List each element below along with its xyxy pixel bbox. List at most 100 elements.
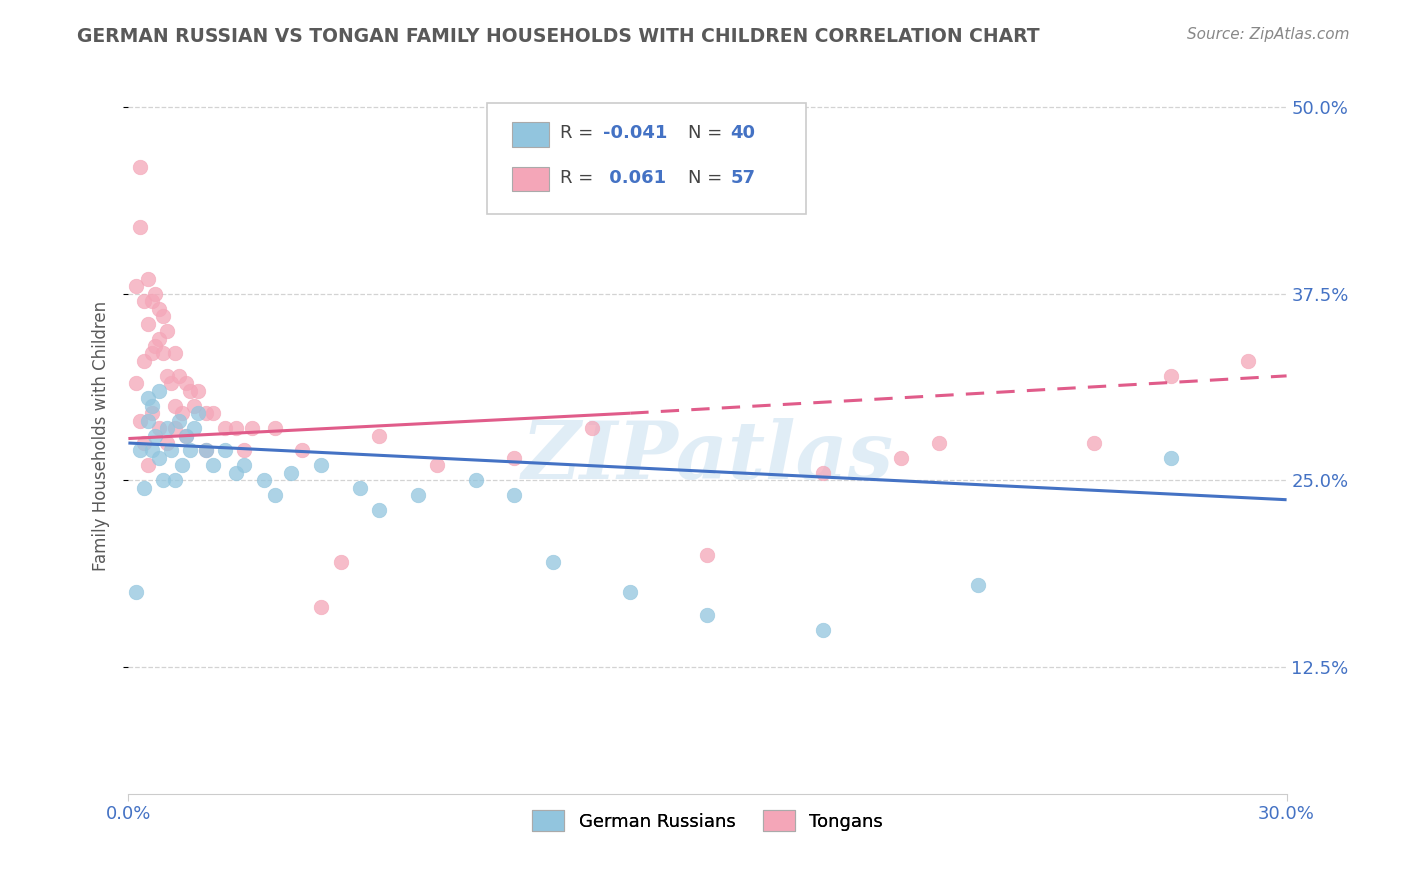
Point [503, 450, 526, 465]
Point [187, 406, 209, 420]
Point [141, 406, 163, 420]
Point [214, 443, 236, 458]
Point [179, 384, 201, 398]
Text: Source: ZipAtlas.com: Source: ZipAtlas.com [1187, 27, 1350, 42]
Point [156, 436, 179, 450]
Point [233, 443, 256, 458]
Point [813, 623, 835, 637]
Point [179, 443, 201, 458]
Point [132, 436, 155, 450]
FancyBboxPatch shape [488, 103, 806, 213]
Point [696, 607, 718, 622]
Point [187, 384, 209, 398]
Point [141, 346, 163, 360]
Point [152, 473, 174, 487]
Point [889, 450, 911, 465]
Point [167, 368, 190, 383]
Point [349, 481, 371, 495]
Legend: German Russians, Tongans: German Russians, Tongans [524, 803, 890, 838]
Point [966, 578, 988, 592]
Point [148, 421, 170, 435]
Point [129, 160, 152, 174]
Point [163, 473, 186, 487]
Point [129, 443, 152, 458]
Point [172, 406, 194, 420]
Text: 40: 40 [731, 124, 755, 143]
Bar [512, 167, 548, 192]
Point [141, 399, 163, 413]
Point [136, 317, 159, 331]
Point [194, 406, 217, 420]
Point [141, 294, 163, 309]
Point [813, 466, 835, 480]
Y-axis label: Family Households with Children: Family Households with Children [93, 301, 110, 571]
Point [311, 458, 333, 473]
Point [176, 428, 198, 442]
Point [160, 443, 183, 458]
Text: N =: N = [688, 124, 728, 143]
Point [132, 481, 155, 495]
Point [136, 414, 159, 428]
Point [1160, 368, 1182, 383]
Point [141, 443, 163, 458]
Point [163, 421, 186, 435]
Point [1160, 450, 1182, 465]
Text: R =: R = [561, 169, 599, 186]
Point [145, 286, 167, 301]
Point [125, 279, 148, 293]
Point [225, 421, 247, 435]
Point [696, 548, 718, 562]
Point [172, 458, 194, 473]
Point [233, 458, 256, 473]
Point [1083, 436, 1105, 450]
Point [176, 428, 198, 442]
Point [280, 466, 302, 480]
Point [202, 458, 225, 473]
Point [145, 428, 167, 442]
Point [619, 585, 641, 599]
Point [291, 443, 314, 458]
Point [329, 555, 352, 569]
Point [136, 272, 159, 286]
Point [145, 339, 167, 353]
Point [129, 219, 152, 234]
Text: GERMAN RUSSIAN VS TONGAN FAMILY HOUSEHOLDS WITH CHILDREN CORRELATION CHART: GERMAN RUSSIAN VS TONGAN FAMILY HOUSEHOL… [77, 27, 1040, 45]
Point [406, 488, 429, 502]
Point [311, 600, 333, 615]
Point [148, 450, 170, 465]
Point [176, 376, 198, 391]
Point [1237, 354, 1260, 368]
Point [148, 384, 170, 398]
Point [264, 488, 287, 502]
Point [125, 585, 148, 599]
Point [148, 332, 170, 346]
Point [125, 376, 148, 391]
Point [194, 443, 217, 458]
Point [156, 421, 179, 435]
Point [167, 414, 190, 428]
Point [581, 421, 603, 435]
Point [148, 301, 170, 316]
Bar [512, 122, 548, 147]
Point [163, 399, 186, 413]
Point [368, 503, 391, 517]
Point [202, 406, 225, 420]
Point [156, 368, 179, 383]
Point [183, 421, 205, 435]
Text: R =: R = [561, 124, 599, 143]
Text: 57: 57 [731, 169, 755, 186]
Point [928, 436, 950, 450]
Point [152, 346, 174, 360]
Point [194, 443, 217, 458]
Point [503, 488, 526, 502]
Point [240, 421, 263, 435]
Point [252, 473, 274, 487]
Point [136, 458, 159, 473]
Text: ZIPatlas: ZIPatlas [522, 418, 894, 496]
Point [541, 555, 564, 569]
Point [152, 309, 174, 323]
Point [183, 399, 205, 413]
Point [129, 414, 152, 428]
Point [225, 466, 247, 480]
Point [132, 294, 155, 309]
